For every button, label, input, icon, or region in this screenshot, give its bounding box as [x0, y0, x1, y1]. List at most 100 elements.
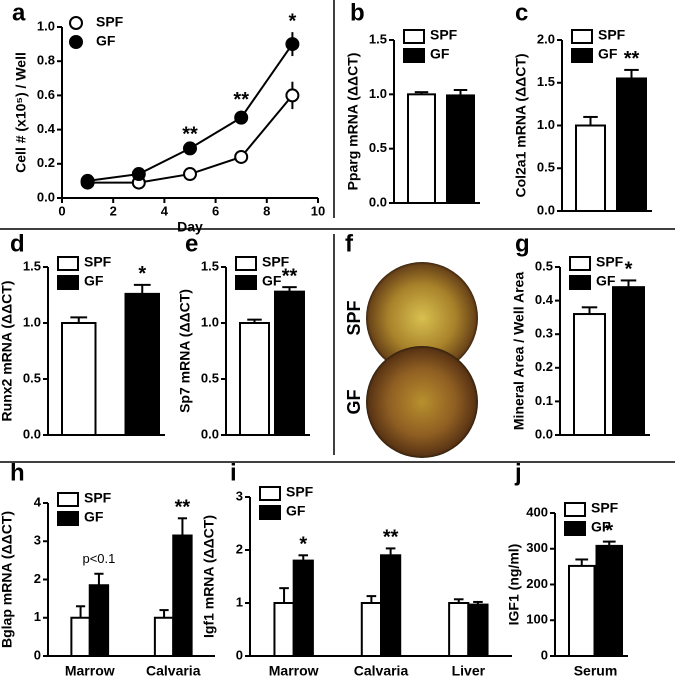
x-tick-label: 6	[212, 203, 219, 218]
data-point	[131, 167, 146, 182]
plate-image	[366, 262, 478, 374]
y-axis-label: Pparg mRNA (ΔΔCT)	[345, 53, 361, 191]
data-point	[234, 149, 249, 164]
legend-label: GF	[96, 33, 116, 49]
panel-letter: e	[185, 230, 198, 257]
image-label: GF	[344, 389, 364, 414]
y-axis-label: Igf1 mRNA (ΔΔCT)	[201, 515, 217, 638]
legend-swatch	[57, 511, 79, 526]
bar	[595, 544, 623, 658]
legend-swatch	[259, 505, 281, 520]
legend-swatch	[235, 275, 257, 290]
legend-swatch	[259, 486, 281, 501]
data-point	[183, 141, 197, 156]
y-axis-label: Sp7 mRNA (ΔΔCT)	[177, 289, 193, 413]
legend-label: SPF	[598, 27, 626, 43]
bar	[612, 286, 645, 436]
legend-label: GF	[598, 46, 618, 62]
y-tick-label: 3	[236, 488, 243, 503]
bar	[446, 94, 475, 204]
y-tick-label: 1.0	[537, 117, 555, 132]
annotation: *	[625, 259, 633, 281]
bar	[124, 292, 160, 436]
data-point	[285, 37, 300, 52]
annotation: **	[624, 48, 640, 70]
y-axis-label: Col2a1 mRNA (ΔΔCT)	[513, 53, 529, 197]
y-tick-label: 0.5	[201, 370, 219, 385]
bar	[380, 554, 402, 657]
x-tick-label: Marrow	[65, 663, 115, 677]
y-tick-label: 0.0	[23, 426, 41, 441]
data-point	[80, 173, 95, 188]
y-tick-label: 1.5	[369, 31, 387, 46]
y-tick-label: 0.8	[37, 53, 55, 68]
panel-letter: c	[515, 0, 528, 26]
bar	[70, 616, 91, 657]
y-tick-label: 4	[34, 494, 42, 509]
bar	[360, 602, 382, 657]
legend-swatch	[403, 48, 425, 63]
bar	[239, 322, 270, 436]
bar	[448, 602, 470, 657]
x-tick-label: Calvaria	[146, 663, 201, 677]
x-tick-label: Calvaria	[354, 663, 409, 677]
annotation: **	[182, 123, 198, 145]
panel-letter: i	[230, 459, 237, 486]
y-tick-label: 1.0	[23, 314, 41, 329]
y-tick-label: 0	[34, 647, 41, 662]
legend-swatch	[569, 275, 591, 290]
y-tick-label: 0.0	[535, 426, 553, 441]
y-tick-label: 0.0	[537, 202, 555, 217]
y-tick-label: 0.0	[369, 194, 387, 209]
data-point	[285, 88, 300, 103]
annotation: **	[175, 497, 191, 519]
y-tick-label: 2.0	[537, 31, 555, 46]
legend-marker	[69, 35, 83, 49]
x-tick-label: 0	[58, 203, 65, 218]
data-point	[234, 110, 249, 125]
x-tick-label: 2	[110, 203, 117, 218]
legend-swatch	[57, 256, 79, 271]
annotation: *	[289, 10, 297, 32]
bar	[274, 290, 305, 437]
annotation: *	[138, 263, 146, 285]
y-axis-label: Cell # (x10⁵) / Well	[13, 52, 29, 173]
y-tick-label: 3	[34, 533, 41, 548]
x-tick-label: Marrow	[269, 663, 319, 677]
x-tick-label: 10	[311, 203, 325, 218]
legend-label: SPF	[96, 14, 124, 30]
legend-label: GF	[84, 273, 104, 289]
y-tick-label: 300	[526, 540, 548, 555]
legend-swatch	[403, 29, 425, 44]
y-tick-label: 2	[236, 541, 243, 556]
legend-swatch	[57, 275, 79, 290]
y-axis-label: Bglap mRNA (ΔΔCT)	[0, 511, 15, 648]
y-tick-label: 0.1	[535, 393, 553, 408]
plate-image	[366, 346, 478, 458]
legend-label: SPF	[84, 490, 112, 506]
legend-label: GF	[430, 46, 450, 62]
bar	[61, 322, 97, 436]
x-axis-label: Day	[177, 219, 203, 235]
y-tick-label: 0.5	[535, 258, 553, 273]
x-tick-label: 8	[263, 203, 270, 218]
legend-label: SPF	[262, 254, 290, 270]
bar	[88, 584, 110, 657]
y-tick-label: 1	[34, 609, 41, 624]
legend-label: SPF	[591, 500, 619, 516]
panel-letter: h	[10, 459, 25, 486]
y-tick-label: 1.5	[23, 258, 41, 273]
y-tick-label: 0.5	[537, 160, 555, 175]
legend-label: GF	[596, 273, 616, 289]
annotation: **	[383, 527, 399, 549]
y-tick-label: 0.4	[535, 292, 554, 307]
y-tick-label: 0.2	[535, 359, 553, 374]
y-tick-label: 1.5	[537, 74, 555, 89]
data-point	[183, 167, 197, 182]
annotation: **	[282, 265, 298, 287]
y-tick-label: 0.5	[369, 140, 387, 155]
y-tick-label: 0.4	[37, 121, 56, 136]
y-tick-label: 1.0	[37, 18, 55, 33]
panel-letter: g	[515, 230, 530, 257]
bar	[407, 93, 436, 204]
